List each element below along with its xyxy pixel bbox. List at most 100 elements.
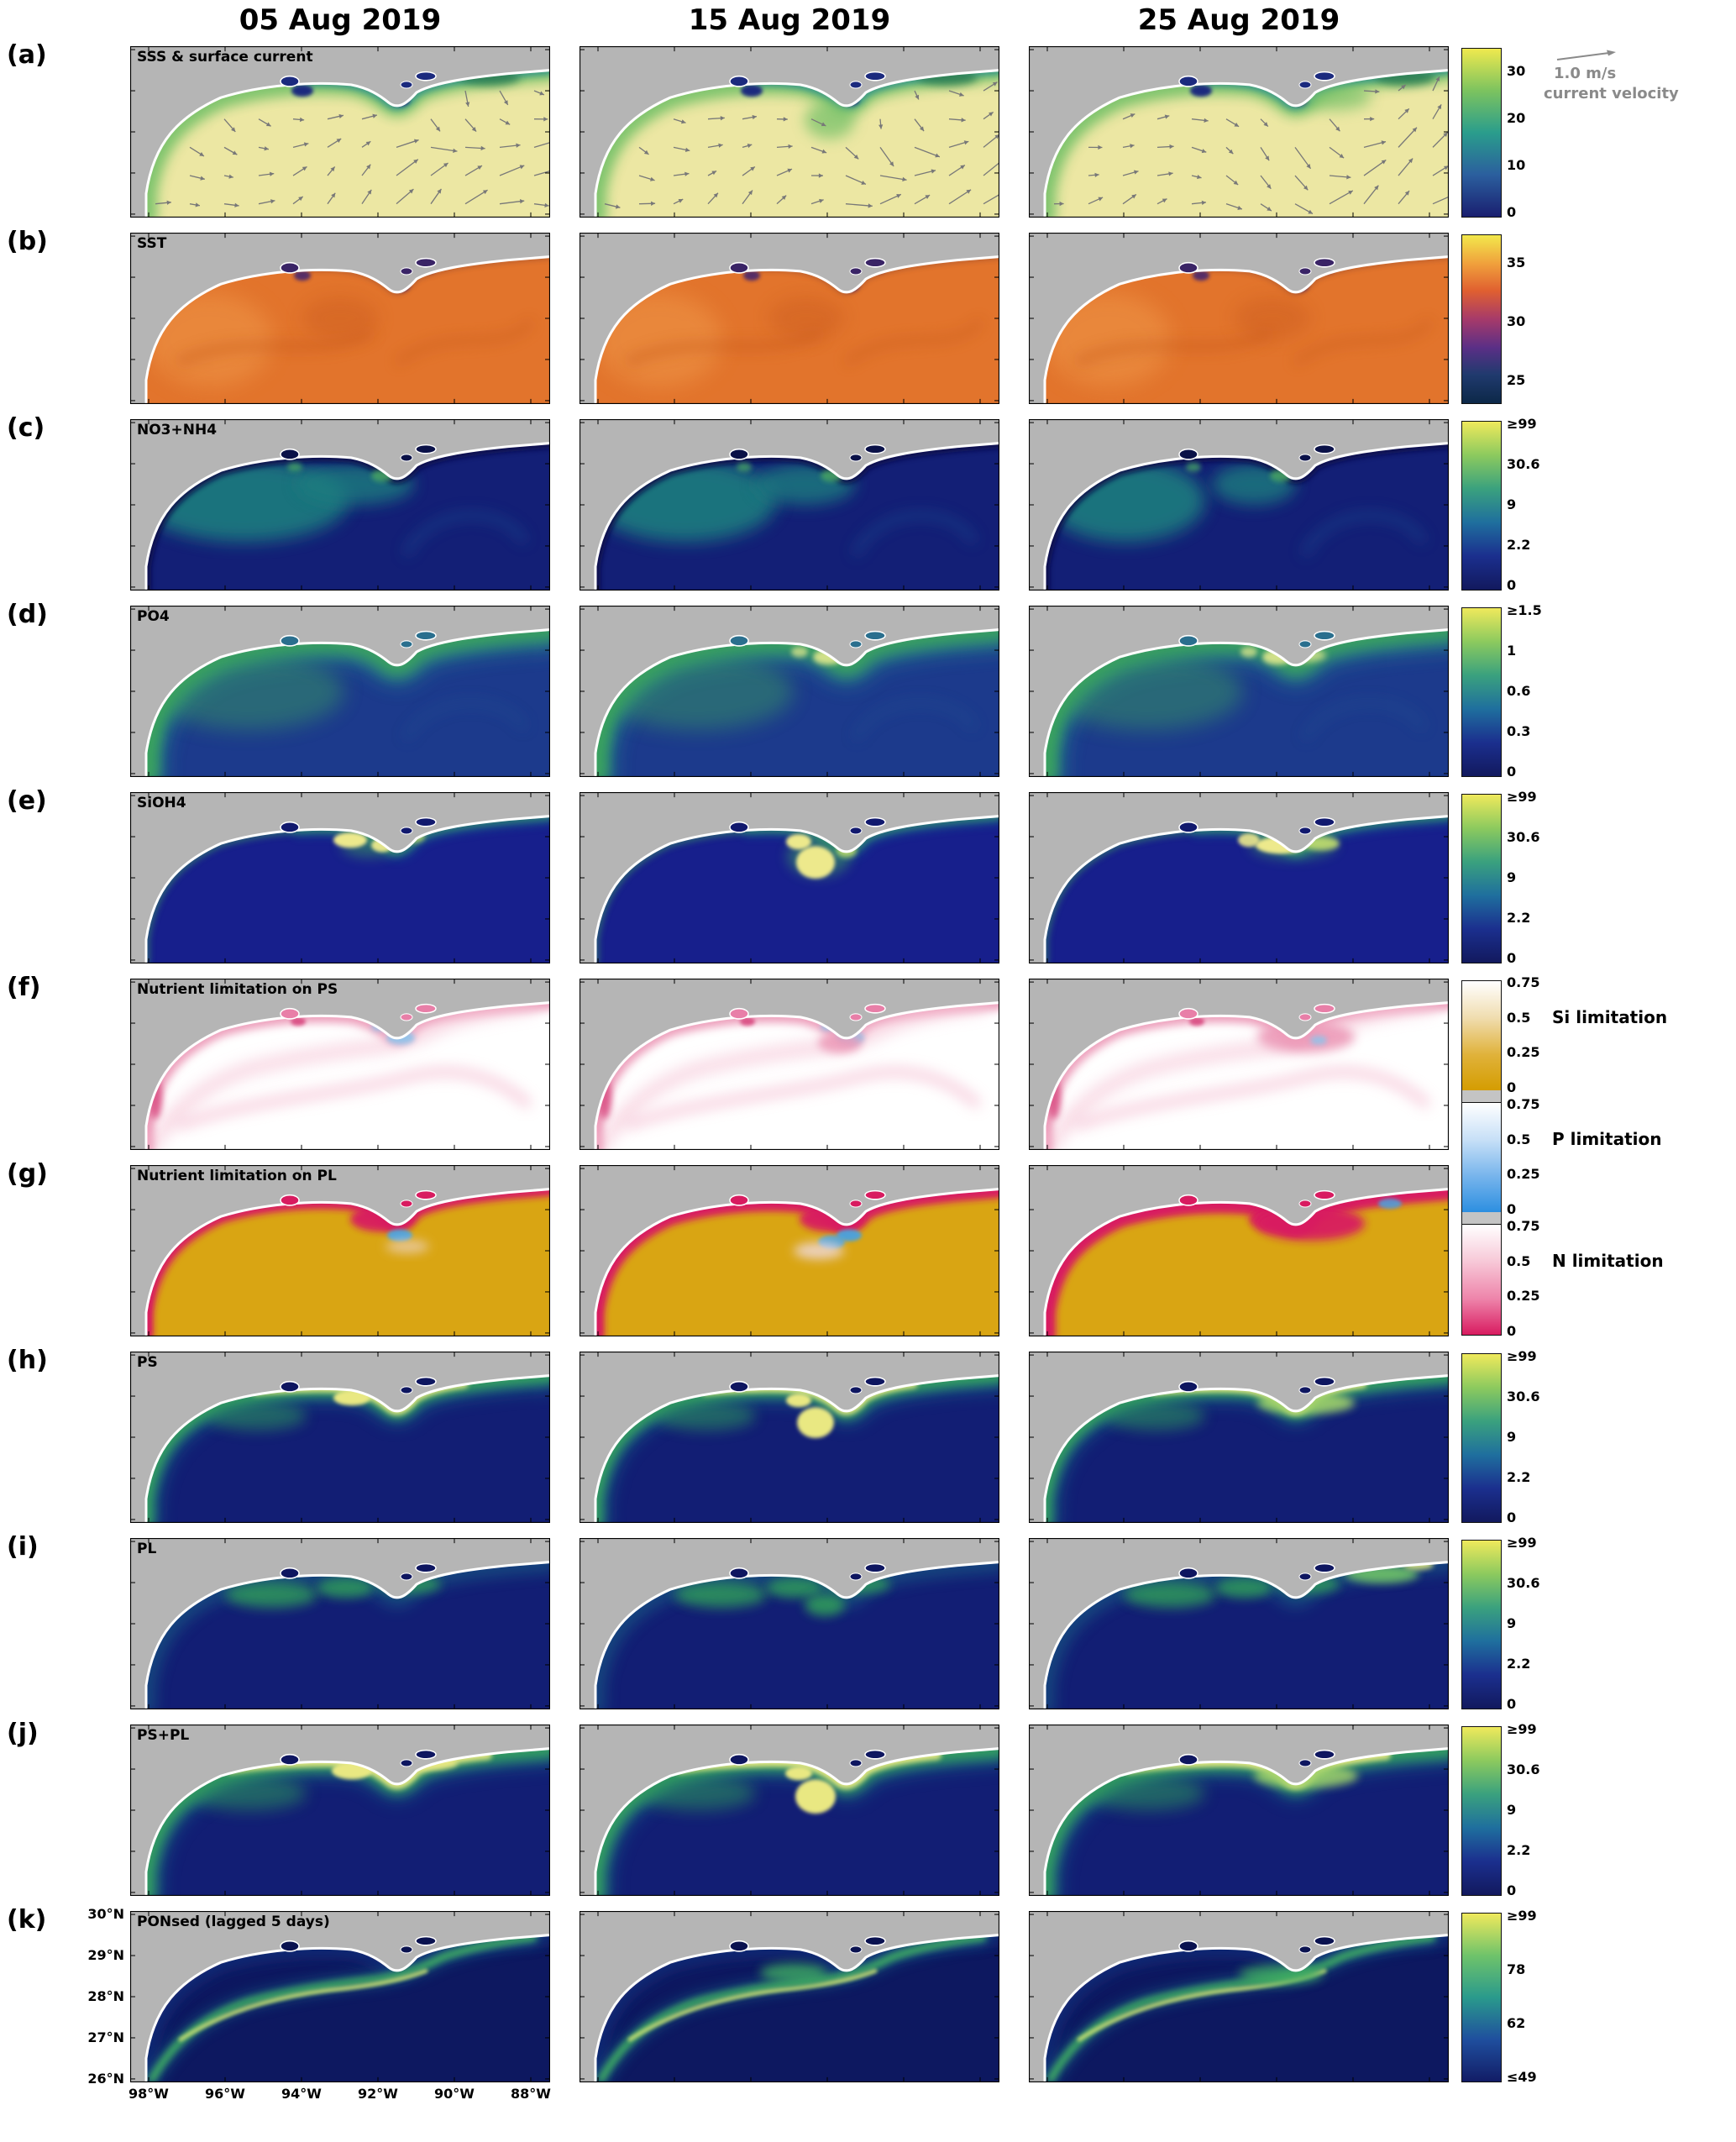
row-index-label: (a) xyxy=(7,40,47,70)
map-panel-b-col1: SST xyxy=(130,233,550,404)
colorbar-h xyxy=(1461,1353,1502,1523)
colorbar-tick-d-4: 0 xyxy=(1507,764,1517,780)
colorbar-tick-h-1: 30.6 xyxy=(1507,1389,1540,1405)
limitation-tick-si-2: 0.25 xyxy=(1507,1044,1540,1061)
map-panel-i-col2 xyxy=(580,1538,999,1709)
map-panel-c-col3 xyxy=(1029,419,1449,591)
column-header: 15 Aug 2019 xyxy=(688,3,891,37)
row-index-label: (i) xyxy=(7,1532,39,1562)
map-panel-j-col1: PS+PL xyxy=(130,1725,550,1896)
limitation-gap-1 xyxy=(1461,1212,1502,1224)
colorbar-tick-d-3: 0.3 xyxy=(1507,723,1531,740)
colorbar-tick-k-3: ≤49 xyxy=(1507,2069,1537,2086)
map-panel-i-col3 xyxy=(1029,1538,1449,1709)
velocity-scale-caption: current velocity xyxy=(1544,85,1679,102)
map-panel-c-col1: NO3+NH4 xyxy=(130,419,550,591)
lon-tick-label-0: 98°W xyxy=(128,2086,169,2102)
colorbar-j xyxy=(1461,1726,1502,1896)
limitation-tick-si-3: 0 xyxy=(1507,1079,1517,1096)
limitation-colorbar-p xyxy=(1461,1102,1502,1214)
row-index-label: (b) xyxy=(7,227,48,256)
limitation-tick-n-1: 0.5 xyxy=(1507,1252,1531,1269)
limitation-tick-n-2: 0.25 xyxy=(1507,1288,1540,1305)
panel-title-j: PS+PL xyxy=(137,1727,190,1744)
row-index-label: (c) xyxy=(7,413,45,443)
limitation-caption-n: N limitation xyxy=(1552,1250,1664,1271)
map-panel-g-col2 xyxy=(580,1165,999,1336)
map-panel-a-col1: SSS & surface current xyxy=(130,46,550,218)
limitation-tick-n-0: 0.75 xyxy=(1507,1217,1540,1234)
row-index-label: (j) xyxy=(7,1719,39,1748)
limitation-tick-p-0: 0.75 xyxy=(1507,1095,1540,1112)
panel-title-c: NO3+NH4 xyxy=(137,422,218,438)
limitation-tick-si-1: 0.5 xyxy=(1507,1009,1531,1026)
colorbar-tick-a-3: 0 xyxy=(1507,204,1517,221)
colorbar-a xyxy=(1461,48,1502,218)
limitation-gap-0 xyxy=(1461,1090,1502,1102)
limitation-colorbar-n xyxy=(1461,1224,1502,1336)
map-panel-e-col1: SiOH4 xyxy=(130,792,550,963)
panel-title-i: PL xyxy=(137,1541,157,1557)
colorbar-tick-h-0: ≥99 xyxy=(1507,1348,1537,1365)
colorbar-tick-e-1: 30.6 xyxy=(1507,829,1540,846)
lat-tick-label-3: 27°N xyxy=(87,2029,124,2045)
colorbar-d xyxy=(1461,607,1502,777)
row-index-label: (e) xyxy=(7,786,47,816)
map-panel-h-col2 xyxy=(580,1352,999,1523)
lon-tick-label-4: 90°W xyxy=(434,2086,475,2102)
map-panel-c-col2 xyxy=(580,419,999,591)
lon-tick-label-5: 88°W xyxy=(511,2086,551,2102)
colorbar-tick-c-2: 9 xyxy=(1507,496,1517,513)
colorbar-tick-e-3: 2.2 xyxy=(1507,910,1531,927)
map-panel-j-col2 xyxy=(580,1725,999,1896)
colorbar-tick-k-1: 78 xyxy=(1507,1961,1526,1978)
map-panel-k-col2 xyxy=(580,1911,999,2082)
colorbar-tick-d-1: 1 xyxy=(1507,643,1517,659)
map-panel-d-col2 xyxy=(580,606,999,777)
colorbar-tick-i-1: 30.6 xyxy=(1507,1575,1540,1592)
row-index-label: (k) xyxy=(7,1905,47,1935)
map-panel-e-col3 xyxy=(1029,792,1449,963)
lon-tick-label-2: 94°W xyxy=(281,2086,322,2102)
map-panel-f-col2 xyxy=(580,979,999,1150)
map-panel-f-col1: Nutrient limitation on PS xyxy=(130,979,550,1150)
colorbar-tick-e-4: 0 xyxy=(1507,950,1517,967)
colorbar-tick-j-4: 0 xyxy=(1507,1882,1517,1899)
velocity-scale-value: 1.0 m/s xyxy=(1554,65,1617,82)
colorbar-tick-c-4: 0 xyxy=(1507,577,1517,594)
panel-title-g: Nutrient limitation on PL xyxy=(137,1168,337,1184)
colorbar-tick-a-1: 20 xyxy=(1507,110,1526,127)
colorbar-tick-a-0: 30 xyxy=(1507,63,1526,80)
panel-title-d: PO4 xyxy=(137,608,170,625)
map-panel-h-col3 xyxy=(1029,1352,1449,1523)
colorbar-e xyxy=(1461,794,1502,963)
map-panel-b-col2 xyxy=(580,233,999,404)
map-panel-g-col1: Nutrient limitation on PL xyxy=(130,1165,550,1336)
colorbar-tick-b-0: 35 xyxy=(1507,255,1526,271)
lon-tick-label-3: 92°W xyxy=(358,2086,398,2102)
lat-tick-label-2: 28°N xyxy=(87,1988,124,2004)
panel-title-k: PONsed (lagged 5 days) xyxy=(137,1914,330,1930)
colorbar-tick-a-2: 10 xyxy=(1507,157,1526,174)
colorbar-tick-h-2: 9 xyxy=(1507,1429,1517,1446)
limitation-caption-p: P limitation xyxy=(1552,1128,1662,1149)
colorbar-tick-c-1: 30.6 xyxy=(1507,456,1540,473)
colorbar-k xyxy=(1461,1913,1502,2082)
colorbar-tick-c-3: 2.2 xyxy=(1507,537,1531,554)
column-header: 05 Aug 2019 xyxy=(239,3,442,37)
colorbar-tick-i-3: 2.2 xyxy=(1507,1656,1531,1672)
row-index-label: (d) xyxy=(7,600,48,629)
quiver-legend: 1.0 m/s current velocity xyxy=(1544,49,1720,108)
map-panel-e-col2 xyxy=(580,792,999,963)
colorbar-tick-d-2: 0.6 xyxy=(1507,683,1531,700)
map-panel-g-col3 xyxy=(1029,1165,1449,1336)
colorbar-tick-i-2: 9 xyxy=(1507,1615,1517,1632)
map-panel-i-col1: PL xyxy=(130,1538,550,1709)
colorbar-tick-j-0: ≥99 xyxy=(1507,1721,1537,1738)
colorbar-tick-b-1: 30 xyxy=(1507,313,1526,330)
lat-tick-label-4: 26°N xyxy=(87,2070,124,2087)
row-index-label: (h) xyxy=(7,1346,48,1375)
map-panel-a-col3 xyxy=(1029,46,1449,218)
limitation-tick-si-0: 0.75 xyxy=(1507,974,1540,990)
limitation-caption-si: Si limitation xyxy=(1552,1006,1668,1027)
